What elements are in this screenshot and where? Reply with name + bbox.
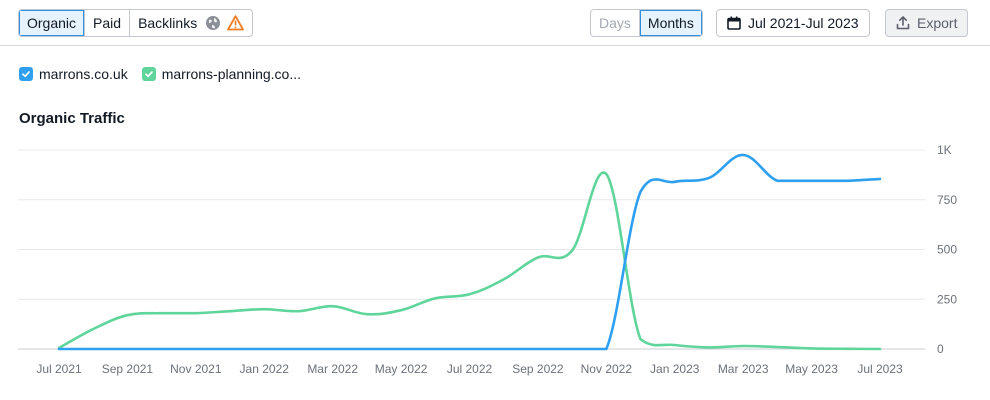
x-tick-label: Jul 2022 (447, 362, 493, 376)
date-range-button[interactable]: Jul 2021-Jul 2023 (716, 9, 870, 37)
granularity-toggle: Days Months (590, 9, 703, 37)
backlinks-icons (205, 15, 245, 31)
checkmark-icon (144, 71, 153, 78)
tab-backlinks[interactable]: Backlinks (130, 10, 252, 36)
x-tick-label: Jan 2023 (650, 362, 700, 376)
calendar-icon (727, 16, 741, 30)
warning-icon (227, 15, 245, 31)
x-tick-label: Nov 2022 (581, 362, 633, 376)
x-tick-label: May 2022 (375, 362, 428, 376)
days-button[interactable]: Days (591, 10, 640, 36)
export-icon (896, 16, 910, 30)
tab-backlinks-label: Backlinks (138, 15, 198, 31)
x-tick-label: Sep 2021 (102, 362, 154, 376)
toolbar: Organic Paid Backlinks Days Months (0, 0, 990, 46)
checkbox-marrons[interactable] (19, 67, 33, 81)
y-tick-label: 1K (937, 143, 952, 157)
x-tick-label: Nov 2021 (170, 362, 222, 376)
traffic-type-tabs: Organic Paid Backlinks (18, 9, 254, 37)
checkbox-marrons-planning[interactable] (141, 67, 156, 81)
legend-label-marrons-planning: marrons-planning.co... (161, 66, 301, 82)
chart-title: Organic Traffic (19, 110, 125, 127)
x-tick-label: May 2023 (785, 362, 838, 376)
date-range-label: Jul 2021-Jul 2023 (748, 15, 859, 31)
legend-item-marrons[interactable]: marrons.co.uk (19, 66, 128, 82)
legend-label-marrons: marrons.co.uk (39, 66, 128, 82)
tab-paid[interactable]: Paid (85, 10, 131, 36)
y-tick-label: 0 (937, 342, 944, 356)
x-tick-label: Jul 2021 (36, 362, 82, 376)
series-line-marrons-planning (57, 171, 882, 351)
y-tick-label: 500 (937, 243, 957, 257)
x-tick-label: Mar 2022 (307, 362, 358, 376)
legend-item-marrons-planning[interactable]: marrons-planning.co... (141, 66, 301, 82)
export-button[interactable]: Export (885, 9, 969, 37)
checkmark-icon (22, 71, 30, 78)
x-tick-label: Sep 2022 (512, 362, 564, 376)
y-tick-label: 750 (937, 193, 957, 207)
x-tick-label: Mar 2023 (718, 362, 769, 376)
export-label: Export (917, 15, 958, 31)
months-button[interactable]: Months (639, 10, 702, 36)
globe-icon (206, 16, 221, 30)
x-tick-label: Jan 2022 (240, 362, 290, 376)
series-line-marrons (57, 153, 882, 351)
x-tick-label: Jul 2023 (857, 362, 903, 376)
chart-legend: marrons.co.uk marrons-planning.co... (19, 66, 301, 82)
y-tick-label: 250 (937, 292, 957, 306)
tab-organic[interactable]: Organic (19, 10, 86, 36)
